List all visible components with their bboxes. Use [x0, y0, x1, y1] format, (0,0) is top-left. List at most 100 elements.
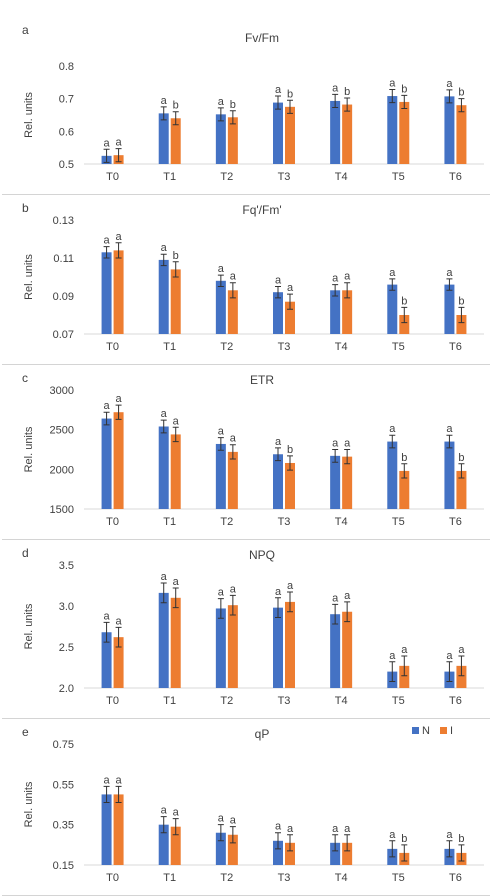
error-bar	[287, 455, 293, 471]
bar-i-t0	[113, 637, 124, 688]
significance-letter: a	[344, 271, 351, 283]
bar-i-t3	[285, 601, 295, 688]
significance-letter: a	[230, 271, 237, 283]
legend-label-i: I	[450, 725, 453, 737]
error-bar	[287, 293, 293, 310]
legend-swatch-n	[412, 727, 419, 734]
bar-n-t4	[330, 455, 341, 509]
error-bar	[446, 434, 453, 449]
significance-letter: b	[458, 87, 464, 99]
y-tick-label: 0.75	[53, 739, 74, 751]
bar-i-t3	[285, 301, 295, 334]
error-bar	[172, 111, 179, 126]
error-bar	[160, 419, 167, 434]
x-tick-label: T3	[278, 516, 291, 528]
bar-n-t3	[273, 102, 283, 164]
chart-panel-c: c ETR Rel. units 3000 2500 2000 1500 T0 a a T1 a a T2…	[2, 366, 490, 540]
bar-n-t1	[158, 113, 169, 164]
error-bar	[389, 661, 396, 682]
y-tick-label: 0.35	[53, 820, 74, 832]
bar-n-t0	[101, 418, 112, 509]
x-tick-label: T6	[449, 171, 462, 183]
y-tick-label: 0.7	[59, 94, 74, 106]
significance-letter: a	[218, 263, 225, 275]
y-tick-label: 0.07	[53, 329, 74, 341]
error-bar	[458, 463, 465, 479]
bar-i-t6	[456, 315, 467, 334]
significance-letter: a	[173, 807, 180, 819]
panel-letter: c	[22, 371, 28, 385]
error-bar	[160, 253, 167, 267]
x-tick-label: T6	[449, 872, 462, 884]
error-bar	[115, 404, 122, 420]
chart-panel-e: e qP Rel. units 0.75 0.55 0.35 0.15 T0 a a T1 a a T2 a…	[2, 720, 490, 896]
panel-letter: b	[22, 201, 29, 215]
y-tick-label: 1500	[50, 504, 74, 516]
bar-n-t6	[444, 284, 455, 334]
error-bar	[103, 246, 110, 259]
error-bar	[229, 282, 236, 299]
significance-letter: a	[287, 823, 294, 835]
x-tick-label: T1	[163, 171, 176, 183]
significance-letter: a	[275, 84, 282, 96]
y-tick-label: 0.13	[53, 215, 74, 227]
error-bar	[217, 824, 224, 842]
significance-letter: b	[287, 444, 293, 456]
error-bar	[446, 89, 453, 104]
x-tick-label: T4	[335, 872, 348, 884]
significance-letter: a	[218, 813, 225, 825]
significance-letter: a	[161, 242, 168, 254]
x-tick-label: T3	[278, 341, 291, 353]
bar-n-t4	[330, 842, 341, 865]
bar-n-t2	[215, 280, 226, 334]
significance-letter: a	[332, 438, 339, 450]
significance-letter: a	[344, 438, 351, 450]
significance-letter: b	[401, 833, 407, 845]
chart-title: NPQ	[249, 548, 275, 562]
significance-letter: a	[161, 95, 168, 107]
x-tick-label: T5	[392, 171, 405, 183]
bar-n-t5	[387, 96, 398, 164]
significance-letter: b	[230, 99, 236, 111]
x-tick-label: T4	[335, 341, 348, 353]
bar-i-t4	[342, 456, 353, 509]
significance-letter: a	[287, 282, 294, 294]
error-bar	[217, 437, 224, 451]
chart-title: Fv/Fm	[245, 31, 279, 45]
x-tick-label: T5	[392, 695, 405, 707]
y-tick-label: 0.5	[59, 159, 74, 171]
significance-letter: a	[446, 650, 453, 662]
x-tick-label: T1	[163, 872, 176, 884]
x-tick-label: T3	[278, 171, 291, 183]
bar-i-t2	[227, 451, 238, 509]
y-axis-label: Rel. units	[23, 426, 35, 472]
error-bar	[344, 834, 351, 852]
significance-letter: b	[401, 452, 407, 464]
bar-i-t5	[399, 470, 410, 509]
error-bar	[229, 826, 236, 844]
significance-letter: b	[173, 100, 179, 112]
significance-letter: a	[161, 805, 168, 817]
x-tick-label: T1	[163, 516, 176, 528]
bar-i-t3	[285, 842, 295, 865]
bar-i-t1	[170, 826, 181, 865]
bar-i-t4	[342, 290, 353, 334]
significance-letter: a	[116, 137, 123, 149]
significance-letter: a	[275, 586, 282, 598]
error-bar	[458, 655, 465, 677]
significance-letter: a	[104, 610, 111, 622]
significance-letter: a	[173, 415, 180, 427]
significance-letter: a	[389, 78, 396, 90]
error-bar	[401, 655, 408, 677]
bar-i-t5	[399, 315, 410, 334]
error-bar	[217, 598, 224, 619]
significance-letter: b	[458, 452, 464, 464]
error-bar	[332, 834, 339, 852]
error-bar	[172, 426, 179, 443]
significance-letter: a	[446, 267, 453, 279]
error-bar	[332, 603, 339, 625]
